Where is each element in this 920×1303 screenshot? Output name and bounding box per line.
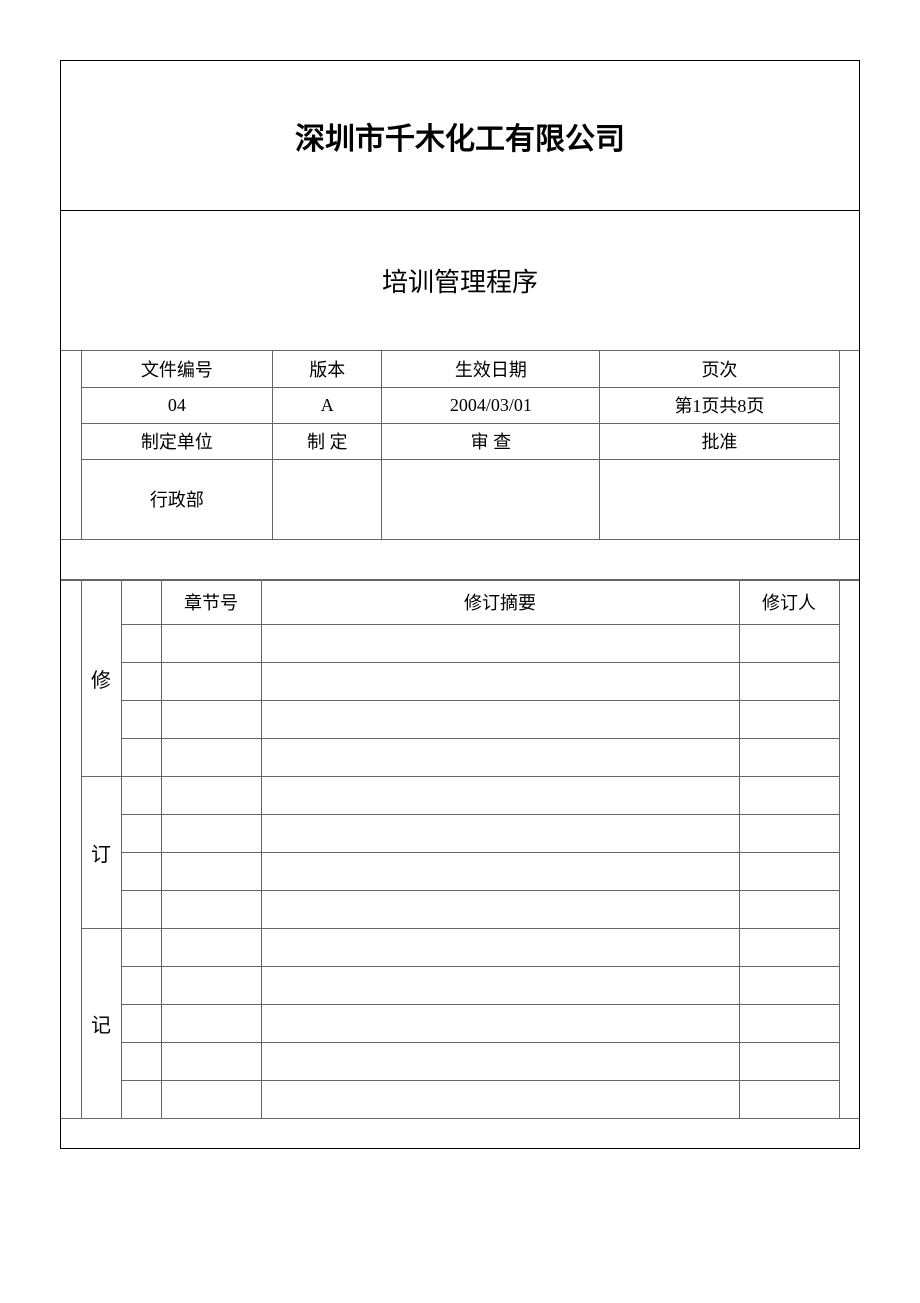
meta-hdr-prepared: 制 定 bbox=[273, 423, 382, 459]
rev-cell bbox=[121, 700, 161, 738]
rev-cell bbox=[739, 738, 839, 776]
meta-val-docno: 04 bbox=[81, 387, 273, 423]
rev-cell bbox=[161, 624, 261, 662]
rev-cell bbox=[121, 1080, 161, 1118]
rev-cell bbox=[121, 1042, 161, 1080]
rev-hdr-reviser: 修订人 bbox=[739, 580, 839, 624]
company-name: 深圳市千木化工有限公司 bbox=[295, 114, 625, 158]
rev-cell bbox=[261, 890, 739, 928]
meta-val-approved bbox=[600, 459, 839, 539]
meta-hdr-reviewed: 审 查 bbox=[382, 423, 600, 459]
rev-cell bbox=[261, 700, 739, 738]
rev-cell bbox=[261, 928, 739, 966]
rev-cell bbox=[739, 852, 839, 890]
meta-val-effdate: 2004/03/01 bbox=[382, 387, 600, 423]
meta-val-prepared bbox=[273, 459, 382, 539]
rev-footer bbox=[61, 1118, 859, 1148]
rev-cell bbox=[121, 814, 161, 852]
meta-hdr-approved: 批准 bbox=[600, 423, 839, 459]
rev-cell bbox=[261, 662, 739, 700]
revision-table: 修 章节号 修订摘要 修订人 订 记 bbox=[61, 580, 859, 1149]
document-page: 深圳市千木化工有限公司 培训管理程序 文件编号 版本 生效日期 页次 04 A … bbox=[60, 60, 860, 1149]
meta-spacer bbox=[61, 539, 859, 579]
rev-cell bbox=[121, 738, 161, 776]
meta-hdr-version: 版本 bbox=[273, 351, 382, 387]
rev-cell bbox=[739, 1042, 839, 1080]
meta-hdr-unit: 制定单位 bbox=[81, 423, 273, 459]
rev-cell bbox=[739, 700, 839, 738]
meta-left-gap bbox=[61, 351, 81, 539]
meta-right-gap bbox=[839, 351, 859, 539]
rev-cell bbox=[121, 852, 161, 890]
rev-cell bbox=[739, 1080, 839, 1118]
rev-cell bbox=[739, 890, 839, 928]
meta-table: 文件编号 版本 生效日期 页次 04 A 2004/03/01 第1页共8页 制… bbox=[61, 351, 859, 580]
rev-cell bbox=[739, 814, 839, 852]
rev-cell bbox=[739, 966, 839, 1004]
meta-hdr-docno: 文件编号 bbox=[81, 351, 273, 387]
rev-cell bbox=[121, 1004, 161, 1042]
rev-hdr-summary: 修订摘要 bbox=[261, 580, 739, 624]
meta-val-reviewed bbox=[382, 459, 600, 539]
rev-side-3: 记 bbox=[81, 928, 121, 1118]
rev-cell bbox=[739, 1004, 839, 1042]
company-header: 深圳市千木化工有限公司 bbox=[61, 61, 859, 211]
rev-cell bbox=[261, 966, 739, 1004]
meta-hdr-page: 页次 bbox=[600, 351, 839, 387]
rev-cell bbox=[161, 1042, 261, 1080]
rev-cell bbox=[261, 624, 739, 662]
rev-cell bbox=[161, 814, 261, 852]
rev-cell bbox=[161, 662, 261, 700]
rev-side-2: 订 bbox=[81, 776, 121, 928]
rev-cell bbox=[121, 966, 161, 1004]
rev-cell bbox=[161, 928, 261, 966]
meta-hdr-effdate: 生效日期 bbox=[382, 351, 600, 387]
rev-hdr-blank bbox=[121, 580, 161, 624]
rev-cell bbox=[161, 890, 261, 928]
title-section: 培训管理程序 bbox=[61, 211, 859, 351]
meta-val-version: A bbox=[273, 387, 382, 423]
rev-hdr-section: 章节号 bbox=[161, 580, 261, 624]
rev-cell bbox=[261, 1042, 739, 1080]
rev-cell bbox=[261, 814, 739, 852]
rev-cell bbox=[121, 928, 161, 966]
rev-cell bbox=[161, 1080, 261, 1118]
rev-outer-left bbox=[61, 580, 81, 1118]
rev-cell bbox=[261, 1004, 739, 1042]
rev-cell bbox=[261, 776, 739, 814]
rev-cell bbox=[261, 852, 739, 890]
rev-cell bbox=[739, 662, 839, 700]
rev-cell bbox=[739, 776, 839, 814]
rev-cell bbox=[121, 776, 161, 814]
rev-cell bbox=[161, 776, 261, 814]
rev-cell bbox=[739, 624, 839, 662]
rev-side-1: 修 bbox=[81, 580, 121, 776]
rev-cell bbox=[261, 738, 739, 776]
meta-val-page: 第1页共8页 bbox=[600, 387, 839, 423]
rev-cell bbox=[121, 624, 161, 662]
rev-cell bbox=[161, 1004, 261, 1042]
rev-cell bbox=[161, 738, 261, 776]
meta-val-unit: 行政部 bbox=[81, 459, 273, 539]
rev-cell bbox=[161, 852, 261, 890]
rev-cell bbox=[739, 928, 839, 966]
rev-cell bbox=[121, 890, 161, 928]
rev-cell bbox=[161, 700, 261, 738]
document-title: 培训管理程序 bbox=[382, 262, 538, 299]
rev-cell bbox=[121, 662, 161, 700]
rev-cell bbox=[161, 966, 261, 1004]
rev-outer-right bbox=[839, 580, 859, 1118]
rev-cell bbox=[261, 1080, 739, 1118]
